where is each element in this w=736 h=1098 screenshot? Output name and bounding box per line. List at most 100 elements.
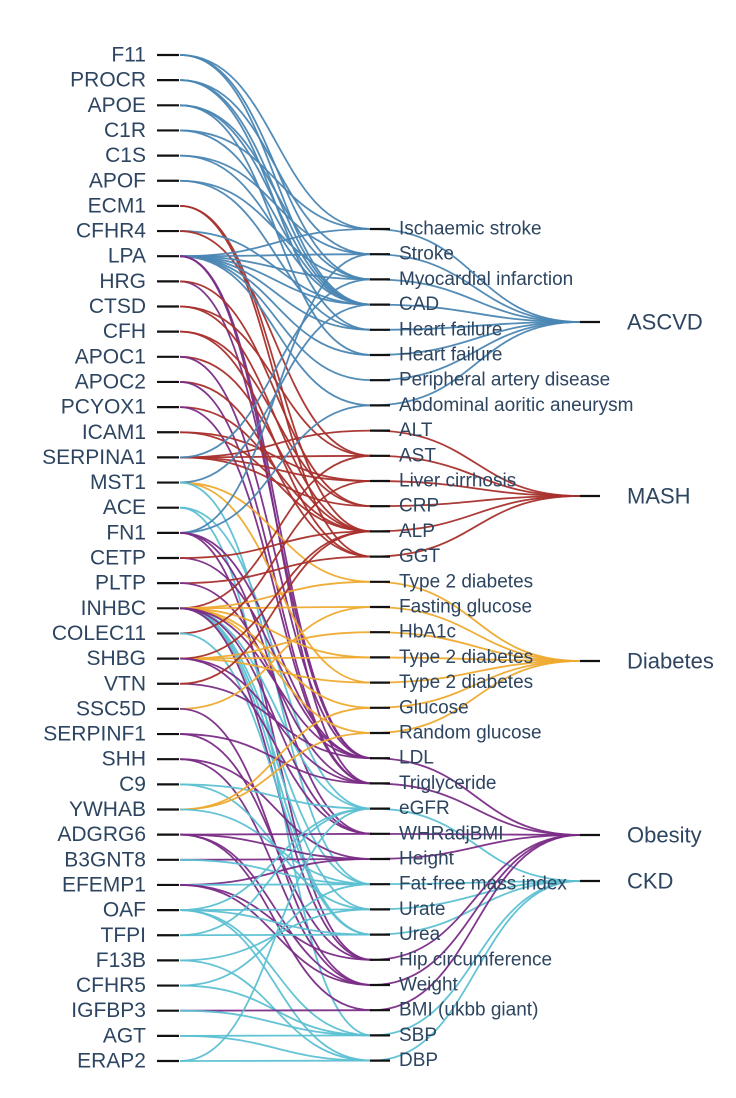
edge-ctsd-to-trait-9 <box>179 305 373 457</box>
protein-label-pltp: PLTP <box>95 572 146 595</box>
protein-label-b3gnt8: B3GNT8 <box>64 848 146 871</box>
protein-label-ecm1: ECM1 <box>88 194 146 217</box>
edge-lpa-to-trait-2 <box>179 255 373 281</box>
edge-trait-25-to-obesity <box>371 834 581 860</box>
edge-shbg-to-trait-18 <box>179 657 373 684</box>
edge-ywhab-to-trait-19 <box>179 706 373 811</box>
edge-serpina1-to-trait-9 <box>179 454 373 459</box>
trait-disease-edges <box>371 228 581 1062</box>
protein-label-serpina1: SERPINA1 <box>42 446 146 469</box>
edge-fn1-to-trait-1 <box>179 253 373 534</box>
trait-label-whradjbmi-24: WHRadjBMI <box>399 823 504 844</box>
disease-label-diabetes: Diabetes <box>627 649 714 674</box>
protein-label-ace: ACE <box>103 496 146 519</box>
edge-f11-to-trait-0 <box>179 54 373 230</box>
trait-label-glucose-19: Glucose <box>399 697 469 718</box>
protein-label-mst1: MST1 <box>90 471 146 494</box>
edge-igfbp3-to-trait-31 <box>179 1009 373 1012</box>
edge-adgrg6-to-trait-24 <box>179 832 373 836</box>
trait-label-ggt-13: GGT <box>399 546 441 567</box>
protein-label-icam1: ICAM1 <box>82 421 146 444</box>
edge-tfpi-to-trait-23 <box>179 807 373 937</box>
edge-trait-8-to-mash <box>371 429 581 497</box>
edge-mst1-to-trait-18 <box>179 481 373 684</box>
protein-label-inhbc: INHBC <box>81 597 146 620</box>
trait-label-heart-failure-4: Heart failure <box>399 319 503 340</box>
edge-inhbc-to-trait-21 <box>179 607 373 760</box>
trait-label-cad-3: CAD <box>399 294 439 315</box>
trait-label-triglyceride-22: Triglyceride <box>399 773 497 794</box>
protein-label-ctsd: CTSD <box>89 295 146 318</box>
edge-trait-29-to-obesity <box>371 834 581 961</box>
edge-ssc5d-to-trait-15 <box>179 606 373 710</box>
edge-lpa-to-trait-5 <box>179 255 373 356</box>
edge-oaf-to-trait-27 <box>179 908 373 911</box>
disease-labels: ASCVD MASH Diabetes Obesity CKD <box>627 310 714 894</box>
trait-label-abdominal-aoritic-aneurysm-7: Abdominal aoritic aneurysm <box>399 395 633 416</box>
edge-trait-32-to-ckd <box>371 880 581 1037</box>
edge-oaf-to-trait-33 <box>179 909 373 1062</box>
edge-trait-2-to-ascvd <box>371 278 581 323</box>
edge-vtn-to-trait-12 <box>179 530 373 685</box>
edge-trait-23-to-ckd <box>371 807 581 882</box>
edge-trait-4-to-ascvd <box>371 321 581 331</box>
edge-efemp1-to-trait-26 <box>179 883 373 886</box>
trait-label-myocardial-infarction-2: Myocardial infarction <box>399 269 573 290</box>
edge-trait-14-to-diabetes <box>371 580 581 662</box>
trait-label-fat-free-mass-index-26: Fat-free mass index <box>399 874 567 895</box>
edge-trait-16-to-diabetes <box>371 631 581 662</box>
trait-label-hip-circumference-29: Hip circumference <box>399 949 552 970</box>
edge-trait-26-to-ckd <box>371 880 581 886</box>
protein-label-cfh: CFH <box>103 320 146 343</box>
edge-adgrg6-to-trait-25 <box>179 833 373 860</box>
protein-label-c1r: C1R <box>104 119 146 142</box>
trait-label-type-2-diabetes-17: Type 2 diabetes <box>399 647 533 668</box>
trait-label-egfr-23: eGFR <box>399 798 450 819</box>
protein-label-oaf: OAF <box>103 899 146 922</box>
edge-trait-3-to-ascvd <box>371 303 581 323</box>
disease-label-ascvd: ASCVD <box>627 310 703 335</box>
edge-procr-to-trait-1 <box>179 79 373 256</box>
edge-oaf-to-trait-28 <box>179 909 373 936</box>
edge-serpina1-to-trait-11 <box>179 456 373 508</box>
protein-label-erap2: ERAP2 <box>77 1050 146 1073</box>
trait-label-ischaemic-stroke-0: Ischaemic stroke <box>399 219 542 240</box>
edge-trait-9-to-mash <box>371 454 581 497</box>
edge-shbg-to-trait-24 <box>179 657 373 835</box>
edge-vtn-to-trait-21 <box>179 682 373 760</box>
edge-cfhr4-to-trait-9 <box>179 230 373 457</box>
disease-label-mash: MASH <box>627 484 691 509</box>
edge-hrg-to-trait-21 <box>179 280 373 760</box>
edge-trait-0-to-ascvd <box>371 228 581 323</box>
protein-label-cfhr4: CFHR4 <box>76 220 146 243</box>
edge-apoe-to-trait-2 <box>179 104 373 281</box>
protein-label-efemp1: EFEMP1 <box>62 873 146 896</box>
trait-label-random-glucose-20: Random glucose <box>399 723 542 744</box>
protein-label-tfpi: TFPI <box>101 924 147 947</box>
edge-igfbp3-to-trait-32 <box>179 1009 373 1037</box>
protein-label-pcyox1: PCYOX1 <box>61 396 146 419</box>
edge-trait-11-to-mash <box>371 495 581 508</box>
disease-label-ckd: CKD <box>627 869 673 894</box>
edge-pltp-to-trait-13 <box>179 555 373 585</box>
edge-trait-22-to-obesity <box>371 782 581 836</box>
edge-c1r-to-trait-3 <box>179 129 373 306</box>
edge-fn1-to-trait-7 <box>179 404 373 534</box>
trait-label-heart-failure-5: Heart failure <box>399 345 503 366</box>
protein-label-fn1: FN1 <box>106 521 146 544</box>
protein-trait-edges <box>179 54 373 1062</box>
edge-trait-1-to-ascvd <box>371 253 581 323</box>
edge-trait-13-to-mash <box>371 495 581 558</box>
trait-label-bmi-ukbb-giant-31: BMI (ukbb giant) <box>399 1000 538 1021</box>
edge-lpa-to-trait-1 <box>179 253 373 258</box>
edge-c1r-to-trait-0 <box>179 129 373 230</box>
edge-serpina1-to-trait-8 <box>179 429 373 459</box>
edge-apof-to-trait-2 <box>179 179 373 281</box>
protein-label-apoc1: APOC1 <box>75 345 146 368</box>
edge-lpa-to-trait-0 <box>179 228 373 258</box>
trait-label-ast-9: AST <box>399 445 436 466</box>
trait-label-urate-27: Urate <box>399 899 445 920</box>
protein-label-vtn: VTN <box>104 672 146 695</box>
protein-label-f13b: F13B <box>96 949 146 972</box>
